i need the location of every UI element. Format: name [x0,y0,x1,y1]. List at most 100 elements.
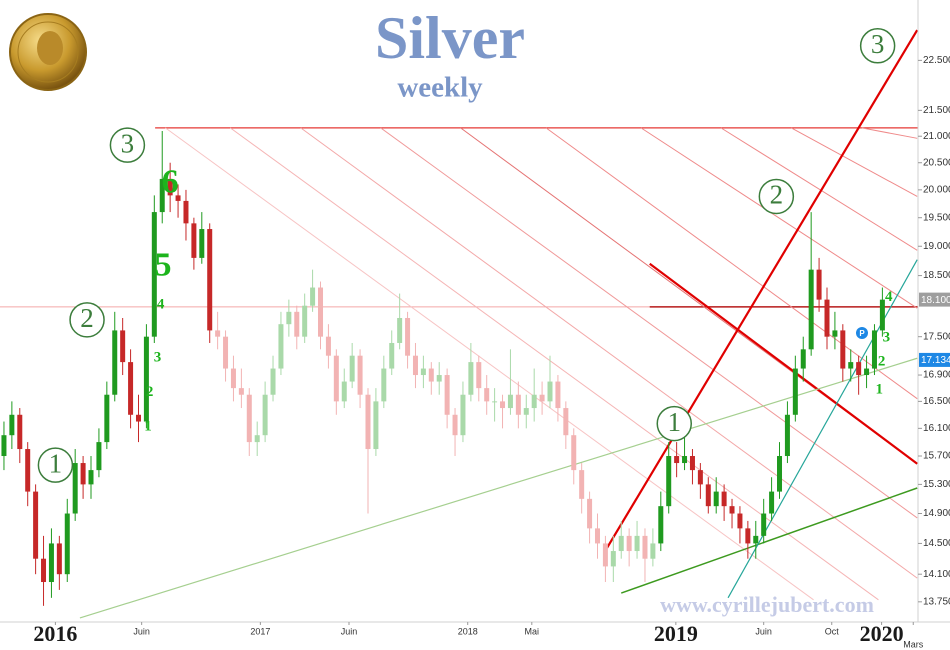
candle-body [96,442,102,471]
wave-circle [859,28,896,64]
trend-line [861,127,918,139]
y-tick-label: 14.500 [923,538,950,549]
candle-body [579,470,585,499]
candle-body [270,368,276,395]
candle-body [824,299,830,337]
trend-line [649,262,918,465]
candle-body [484,388,490,402]
trend-line [720,127,918,251]
candle-body [143,336,149,422]
candle-body [602,543,608,567]
wave-label: 1 [668,407,682,437]
wave-circle [656,405,693,442]
candle-body [223,336,229,369]
wave-label: 2 [80,303,94,333]
wave-circle [69,302,105,338]
candle-body [9,414,15,436]
candle-body [412,355,418,376]
candle-body [864,368,870,376]
candle-body [104,394,110,443]
coin-rim [17,21,79,83]
candle-body [800,349,806,369]
y-tick-label: 17.500 [923,331,950,342]
candle-body [405,317,411,356]
candle-body [41,558,47,583]
candle-body [56,543,62,575]
candle-body [207,229,213,331]
candle-body [215,330,221,337]
y-tick-label: 19.500 [923,212,950,223]
x-tick-label: Juin [133,626,150,636]
count-label: 2 [146,384,154,400]
trend-line [545,127,918,400]
candle-body [112,330,118,395]
candle-body [120,330,126,363]
candle-body [17,414,23,450]
coin-face [37,31,63,65]
candle-body [1,435,7,457]
candle-body [48,543,54,583]
candle-body [159,178,165,213]
candle-body [318,287,324,337]
candle-body [302,305,308,337]
candle-body [531,394,537,409]
trend-line [620,487,918,594]
candle-body [191,223,197,258]
candle-body [547,381,553,402]
trend-line [165,127,814,601]
candle-body [420,368,426,376]
candle-body [689,456,695,471]
y-tick-label: 16.100 [923,423,950,434]
count-label: 5 [155,247,172,284]
count-label: 1 [144,418,152,434]
candle-body [626,535,632,552]
candle-body [587,498,593,529]
candle-body [341,381,347,402]
plot-area [0,29,919,619]
candle-body [500,401,506,409]
y-tick-label: 19.000 [923,241,950,252]
count-label: 2 [878,354,886,370]
candle-body [840,330,846,369]
candle-body [594,528,600,544]
y-tick-label: 21.500 [923,105,950,116]
x-tick-label: 2019 [654,621,698,646]
trend-line [727,259,918,599]
candle-body [64,513,70,575]
candle-body [167,178,173,196]
y-tick-label: 13.750 [923,596,950,607]
candle-body [199,229,205,258]
wave-label: 3 [121,128,135,158]
x-tick-label: 2017 [250,626,270,636]
candle-body [761,513,767,536]
candle-body [254,435,260,443]
candle-body [460,394,466,436]
x-tick-label: 2016 [33,621,77,646]
candle-body [128,362,134,415]
trend-line [300,127,918,579]
candle-body [88,470,94,485]
chart-subtitle: weekly [397,72,483,104]
y-tick-label: 14.100 [923,569,950,580]
candle-body [610,551,616,567]
trend-line [640,127,918,309]
x-tick-label: Juin [755,626,772,636]
y-tick-label: 22.500 [923,55,950,66]
y-tick-label: 16.500 [923,396,950,407]
wave-label: 2 [770,180,784,210]
candle-body [832,330,838,337]
x-tick-label: Mars [903,639,923,649]
candle-body [72,463,78,514]
candle-body [310,287,316,306]
candle-body [871,330,877,369]
price-label-box [919,352,950,367]
candle-body [515,394,521,415]
candle-body [389,342,395,369]
x-tick-label: Mai [525,626,540,636]
price-label-box [919,292,950,307]
candle-body [325,336,331,356]
y-tick-label: 21.000 [923,131,950,142]
candle-body [286,311,292,325]
count-label: 4 [885,289,893,305]
